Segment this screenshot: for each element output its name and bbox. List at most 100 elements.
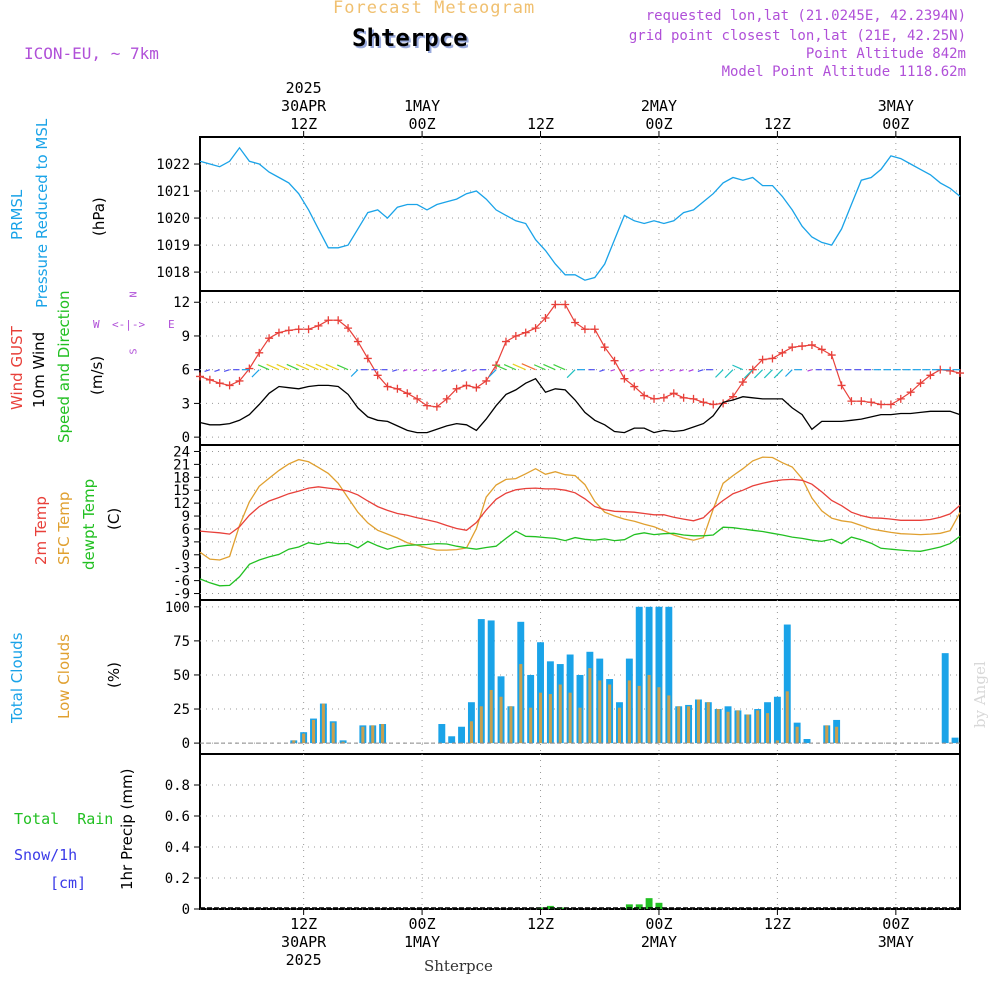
low-clouds-bar (677, 706, 681, 744)
y-tick-label: 18 (173, 470, 190, 486)
y-tick-label: 9 (182, 509, 190, 525)
low-clouds-bar (667, 695, 671, 744)
y-tick-label: 6 (182, 522, 190, 538)
low-clouds-bar (311, 719, 316, 744)
low-clouds-bar (696, 699, 700, 744)
wind-direction-arrow (724, 369, 734, 379)
top-time-label: 3MAY (878, 97, 914, 115)
wind-gust-marker (886, 400, 895, 409)
low-clouds-bar (479, 706, 483, 744)
wind-gust-marker (521, 328, 530, 337)
wind-gust-marker (630, 382, 639, 391)
total-clouds-label: Total Clouds (8, 632, 26, 723)
low-clouds-bar (529, 707, 533, 744)
low-clouds-bar (341, 741, 345, 744)
panel-frame-1 (199, 136, 961, 292)
wind-direction-arrow (450, 369, 457, 373)
wind-gust-marker (758, 355, 767, 364)
wind-gust-marker (383, 382, 392, 391)
wind-direction-arrow (325, 363, 339, 371)
wind-gust-marker (659, 393, 668, 402)
compass-north: N (128, 291, 140, 298)
wind-direction-arrow (773, 369, 783, 379)
wind-gust-marker (946, 366, 955, 375)
y-tick-label: 0 (182, 548, 190, 564)
wind-gust-marker (501, 337, 510, 346)
total-rain-label: Total Rain (14, 810, 113, 828)
y-tick-label: 21 (173, 457, 190, 473)
wind-gust-marker (551, 300, 560, 309)
y-tick-label: 6 (182, 363, 190, 379)
wind-gust-marker (669, 389, 678, 398)
y-tick-label: 0.4 (165, 840, 190, 856)
y-tick-label: 50 (173, 668, 190, 684)
wind-direction-arrow (392, 369, 398, 372)
wind-direction-arrow (620, 369, 625, 372)
wind-gust-marker (284, 326, 293, 335)
wind-direction-arrow (461, 369, 467, 372)
dewpt-temp-line (199, 526, 961, 587)
wind-direction-arrow (257, 364, 270, 371)
wind-direction-arrow (423, 369, 428, 372)
y-tick-label: 100 (165, 600, 190, 616)
panels-layer (199, 136, 961, 910)
wind-gust-marker (432, 402, 441, 411)
wind-direction-arrow (315, 363, 329, 371)
wind-gust-marker (314, 321, 323, 330)
wind-direction-arrow (223, 369, 230, 373)
low-clouds-bar (627, 680, 631, 744)
y-tick-label: 25 (173, 702, 190, 718)
low-clouds-bar (489, 689, 493, 744)
forecast-title: Forecast Meteogram (333, 0, 536, 18)
wind-direction-arrow (251, 369, 260, 378)
point-altitude: Point Altitude 842m (805, 46, 966, 62)
wind-direction-arrow (543, 363, 556, 371)
pressure-unit-label: (hPa) (90, 197, 108, 236)
low-clouds-bar (766, 713, 770, 744)
total-clouds-bar (655, 606, 663, 744)
low-clouds-bar (687, 706, 691, 744)
low-clouds-bar (509, 706, 513, 744)
wind-direction-arrow (650, 369, 655, 372)
low-clouds-bar (736, 710, 740, 744)
wind-gust-marker (373, 371, 382, 380)
wind-gust-marker (867, 398, 876, 407)
wind-gust-marker (640, 391, 649, 400)
wind-direction-arrow (679, 369, 684, 372)
bottom-time-label: 2025 (286, 951, 322, 969)
model-name: ICON-EU, ~ 7km (24, 44, 159, 63)
y-tick-label: 3 (182, 396, 190, 412)
low-clouds-bar (538, 692, 543, 744)
low-clouds-bar (292, 740, 296, 744)
bottom-time-label: 12Z (764, 915, 791, 933)
clouds-unit-label: (%) (105, 662, 123, 688)
rain-bar (645, 898, 653, 909)
wind-direction-arrow (413, 369, 418, 372)
wind-gust-marker (857, 397, 866, 406)
low-clouds-bar (825, 725, 829, 744)
y-tick-label: 0.6 (165, 809, 190, 825)
top-time-label: 2MAY (641, 97, 677, 115)
wind-gust-line (199, 303, 961, 408)
watermark: by Angel (971, 661, 989, 728)
wind-direction-arrow (204, 369, 211, 372)
y-tick-label: 75 (173, 634, 190, 650)
wind-gust-marker (442, 394, 451, 403)
top-time-label: 12Z (527, 115, 554, 133)
rain-label: Rain (77, 810, 114, 828)
wind-gust-marker (590, 325, 599, 334)
rain-bar (635, 904, 643, 909)
wind-unit-label: (m/s) (88, 355, 106, 395)
wind-gust-marker (650, 394, 659, 403)
wind-gust-marker (245, 364, 254, 373)
wind-direction-arrow (669, 369, 674, 372)
wind-gust-marker (580, 325, 589, 334)
wind-gust-marker (778, 348, 787, 357)
wind-gust-marker (561, 300, 570, 309)
low-clouds-label: Low Clouds (55, 634, 73, 719)
low-clouds-bar (578, 707, 582, 744)
total-label: Total (14, 810, 60, 828)
wind-gust-marker (807, 340, 816, 349)
wind-gust-marker (689, 394, 698, 403)
temp-dewpt-label: dewpt Temp (80, 478, 98, 570)
